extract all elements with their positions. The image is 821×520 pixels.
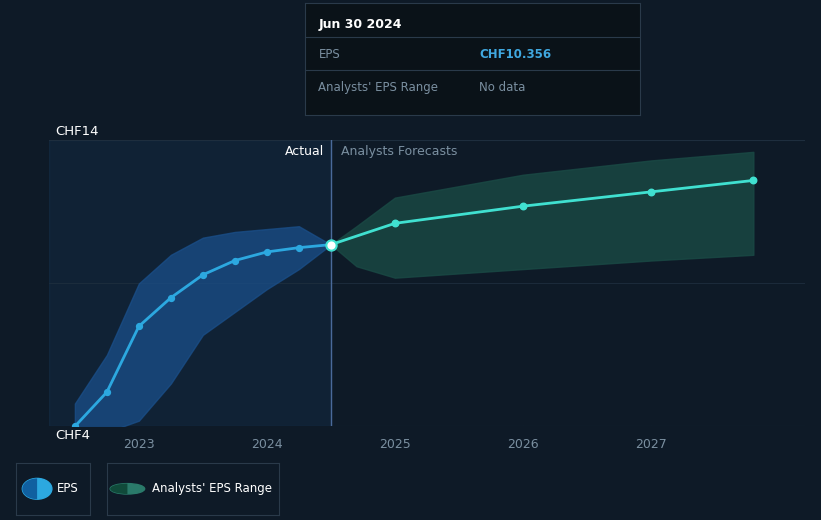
Text: CHF10.356: CHF10.356	[479, 48, 552, 61]
Text: EPS: EPS	[319, 48, 340, 61]
Text: Analysts' EPS Range: Analysts' EPS Range	[152, 483, 272, 495]
Text: Analysts' EPS Range: Analysts' EPS Range	[319, 82, 438, 95]
Wedge shape	[22, 478, 37, 499]
Point	[132, 322, 145, 331]
Point	[388, 219, 401, 228]
Text: CHF4: CHF4	[56, 430, 90, 442]
Text: EPS: EPS	[57, 483, 79, 495]
Point	[324, 240, 337, 249]
Text: 2024: 2024	[251, 438, 282, 451]
Point	[324, 240, 337, 249]
Point	[68, 422, 81, 431]
Point	[164, 293, 177, 302]
Point	[260, 248, 273, 256]
Wedge shape	[110, 484, 127, 494]
Point	[644, 188, 658, 196]
Point	[228, 256, 241, 265]
Point	[196, 270, 209, 279]
Text: 2027: 2027	[635, 438, 667, 451]
Point	[292, 243, 305, 252]
Text: Jun 30 2024: Jun 30 2024	[319, 18, 402, 31]
Circle shape	[22, 478, 52, 499]
Text: 2023: 2023	[123, 438, 154, 451]
Bar	[49, 140, 331, 426]
Text: 2025: 2025	[379, 438, 410, 451]
Point	[747, 176, 760, 185]
Point	[100, 388, 113, 396]
Point	[516, 202, 530, 210]
Text: 2026: 2026	[507, 438, 539, 451]
Circle shape	[110, 484, 144, 494]
Text: Analysts Forecasts: Analysts Forecasts	[342, 145, 457, 158]
Text: Actual: Actual	[285, 145, 324, 158]
Text: CHF14: CHF14	[56, 125, 99, 137]
Text: No data: No data	[479, 82, 525, 95]
